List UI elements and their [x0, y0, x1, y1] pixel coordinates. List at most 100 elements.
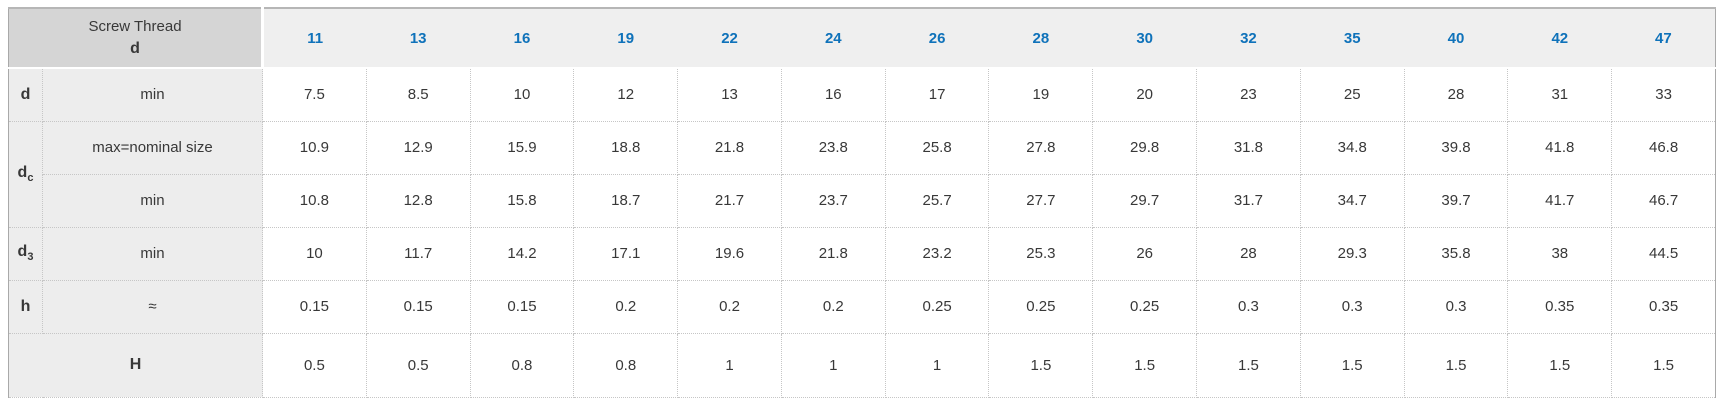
value-cell: 15.8	[469, 173, 575, 228]
value-cell: 17	[884, 67, 990, 122]
value-cell: 1.5	[1299, 332, 1405, 398]
table-body: d min 7.5 8.5 10 12 13 16 17 19 20 23 25 28 31 33 dc max=…	[7, 67, 1716, 398]
column-header-26: 26	[885, 8, 989, 69]
value-cell: 1	[780, 332, 886, 398]
row-spec-label: min	[41, 173, 264, 228]
header-row: Screw Thread d 11 13 16 19 22 24 26 28 30 32 35 40 4…	[8, 8, 1716, 69]
column-header-16: 16	[470, 8, 574, 69]
table-row: h ≈0.15 0.15 0.15 0.2 0.2 0.2 0.25 0.25 0.25 0.3 0.…	[8, 279, 1716, 334]
value-cell: 0.15	[365, 279, 471, 334]
value-cell: 0.25	[988, 279, 1094, 334]
column-header-47: 47	[1611, 8, 1716, 69]
value-cell: 19.6	[677, 226, 782, 281]
value-cell: 8.5	[365, 67, 471, 122]
value-cell: 10	[262, 226, 367, 281]
value-cell: 34.8	[1299, 120, 1405, 175]
table-row: min 10.8 12.8 15.8 18.7 21.7 23.7 25.7 27.7 29.7 3…	[9, 173, 1716, 228]
value-cell: 31	[1507, 67, 1613, 122]
value-cell: 38	[1507, 226, 1613, 281]
value-cell: 12	[573, 67, 679, 122]
value-cell: 0.35	[1611, 279, 1716, 334]
column-header-30: 30	[1092, 8, 1197, 69]
value-cell: 27.8	[988, 120, 1094, 175]
value-cell: 10.8	[262, 173, 367, 228]
value-cell: 1	[884, 332, 990, 398]
column-header-22: 22	[677, 8, 782, 69]
value-cell: 12.8	[365, 173, 471, 228]
value-cell: 27.7	[988, 173, 1094, 228]
value-cell: 44.5	[1611, 226, 1716, 281]
value-cell: 0.5	[262, 332, 367, 398]
value-cell: 7.5	[262, 67, 367, 122]
value-cell: 29.7	[1092, 173, 1198, 228]
value-cell: 19	[988, 67, 1094, 122]
value-cell: 31.7	[1196, 173, 1301, 228]
value-cell: 14.2	[469, 226, 575, 281]
value-cell: 46.7	[1611, 173, 1716, 228]
value-cell: 25.7	[884, 173, 990, 228]
value-cell: 1.5	[988, 332, 1094, 398]
value-cell: 0.3	[1196, 279, 1301, 334]
table-row: dc max=nominal size 10.9 12.9 15.9 18.8 21.8 23…	[8, 120, 1716, 228]
column-header-40: 40	[1404, 8, 1508, 69]
value-cell: 31.8	[1196, 120, 1301, 175]
row-spec-label: max=nominal size	[41, 120, 264, 175]
value-cell: 1.5	[1196, 332, 1301, 398]
value-cell: 18.8	[573, 120, 679, 175]
value-cell: 39.7	[1403, 173, 1509, 228]
column-header-28: 28	[988, 8, 1093, 69]
table-row: d min 7.5 8.5 10 12 13 16 17 19 20 23 25 28 31 33	[8, 67, 1716, 122]
value-cell: 23.2	[884, 226, 990, 281]
value-cell: 11.7	[365, 226, 471, 281]
value-cell: 10.9	[262, 120, 367, 175]
value-cell: 17.1	[573, 226, 679, 281]
value-cell: 35.8	[1403, 226, 1509, 281]
value-cell: 21.7	[677, 173, 782, 228]
value-cell: 20	[1092, 67, 1198, 122]
value-cell: 0.25	[1092, 279, 1198, 334]
value-cell: 0.15	[262, 279, 367, 334]
column-header-35: 35	[1300, 8, 1405, 69]
value-cell: 21.8	[780, 226, 886, 281]
value-cell: 46.8	[1611, 120, 1716, 175]
screw-thread-dimensions-table: Screw Thread d 11 13 16 19 22 24 26 28 30 32 35 40 4…	[7, 7, 1716, 398]
column-header-19: 19	[573, 8, 678, 69]
row-spec-label: min	[41, 226, 264, 281]
table-row: H 0.5 0.5 0.8 0.8 1 1 1 1.5 1.5 1.5 1.5 1.5 1.5 1.5	[7, 332, 1716, 398]
column-header-11: 11	[262, 8, 367, 69]
value-cell: 0.8	[469, 332, 575, 398]
value-cell: 1.5	[1403, 332, 1509, 398]
value-cell: 41.7	[1507, 173, 1613, 228]
value-cell: 23.8	[780, 120, 886, 175]
value-cell: 25.3	[988, 226, 1094, 281]
row-param-label-h: h	[8, 279, 43, 334]
value-cell: 25.8	[884, 120, 990, 175]
table-header: Screw Thread d 11 13 16 19 22 24 26 28 30 32 35 40 4…	[8, 8, 1716, 69]
value-cell: 29.8	[1092, 120, 1198, 175]
value-cell: 13	[677, 67, 782, 122]
corner-header-title: Screw Thread	[88, 17, 182, 35]
value-cell: 23	[1196, 67, 1301, 122]
row-spec-label: ≈	[41, 279, 264, 334]
value-cell: 29.3	[1299, 226, 1405, 281]
corner-header-symbol: d	[130, 40, 140, 58]
corner-header-cell: Screw Thread d	[8, 8, 265, 69]
value-cell: 34.7	[1299, 173, 1405, 228]
value-cell: 39.8	[1403, 120, 1509, 175]
value-cell: 16	[780, 67, 886, 122]
value-cell: 0.35	[1507, 279, 1613, 334]
value-cell: 28	[1196, 226, 1301, 281]
value-cell: 15.9	[469, 120, 575, 175]
value-cell: 0.2	[573, 279, 679, 334]
column-header-32: 32	[1196, 8, 1301, 69]
value-cell: 28	[1403, 67, 1509, 122]
value-cell: 0.3	[1299, 279, 1405, 334]
value-cell: 23.7	[780, 173, 886, 228]
row-param-label-d3: d3	[8, 226, 43, 281]
value-cell: 10	[469, 67, 575, 122]
value-cell: 12.9	[365, 120, 471, 175]
column-header-42: 42	[1507, 8, 1612, 69]
value-cell: 26	[1092, 226, 1198, 281]
column-header-24: 24	[781, 8, 886, 69]
